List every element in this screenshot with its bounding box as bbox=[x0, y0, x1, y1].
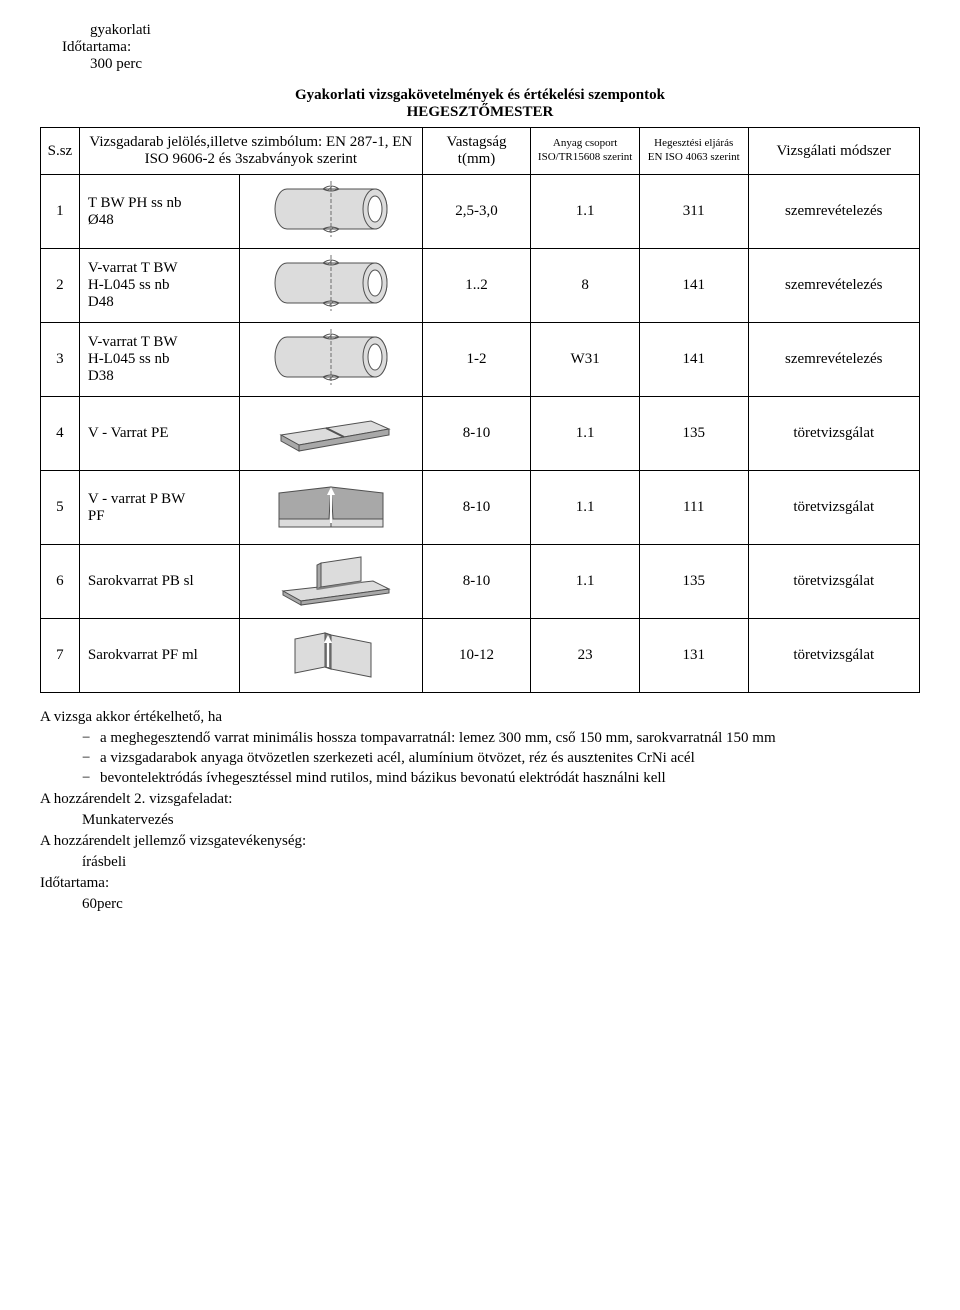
table-row: 6 Sarokvarrat PB sl 8-10 1.1 135 töretvi… bbox=[41, 545, 920, 619]
cell-process: 111 bbox=[639, 471, 748, 545]
cell-num: 6 bbox=[41, 545, 80, 619]
cell-method: töretvizsgálat bbox=[748, 397, 920, 471]
cell-method: szemrevételezés bbox=[748, 249, 920, 323]
hdr-method: Vizsgálati módszer bbox=[748, 128, 920, 175]
notes-p2-sub: írásbeli bbox=[82, 854, 920, 871]
cell-method: töretvizsgálat bbox=[748, 471, 920, 545]
cell-thickness: 1..2 bbox=[422, 249, 531, 323]
cell-group: W31 bbox=[531, 323, 640, 397]
cell-method: töretvizsgálat bbox=[748, 619, 920, 693]
bullet-item: −a meghegesztendő varrat minimális hossz… bbox=[82, 730, 920, 747]
cell-thickness: 8-10 bbox=[422, 397, 531, 471]
cell-process: 135 bbox=[639, 397, 748, 471]
table-header-row: S.sz Vizsgadarab jelölés,illetve szimból… bbox=[41, 128, 920, 175]
cell-desc: T BW PH ss nbØ48 bbox=[79, 175, 239, 249]
cell-num: 4 bbox=[41, 397, 80, 471]
page-subtitle: HEGESZTŐMESTER bbox=[40, 104, 920, 121]
hdr-group: Anyag csoport ISO/TR15608 szerint bbox=[531, 128, 640, 175]
cell-num: 7 bbox=[41, 619, 80, 693]
cell-desc: Sarokvarrat PB sl bbox=[79, 545, 239, 619]
table-row: 1 T BW PH ss nbØ48 2,5-3,0 1.1 311 szemr… bbox=[41, 175, 920, 249]
notes-intro: A vizsga akkor értékelhető, ha bbox=[40, 709, 920, 726]
notes-section: A vizsga akkor értékelhető, ha −a megheg… bbox=[40, 709, 920, 913]
cell-thickness: 8-10 bbox=[422, 545, 531, 619]
cell-diagram bbox=[239, 249, 422, 323]
cell-diagram bbox=[239, 471, 422, 545]
cell-num: 1 bbox=[41, 175, 80, 249]
cell-desc: V - varrat P BWPF bbox=[79, 471, 239, 545]
cell-group: 1.1 bbox=[531, 397, 640, 471]
cell-process: 135 bbox=[639, 545, 748, 619]
pre-line-2: Időtartama: bbox=[62, 39, 920, 56]
cell-process: 131 bbox=[639, 619, 748, 693]
table-row: 4 V - Varrat PE 8-10 1.1 135 töretvizsgá… bbox=[41, 397, 920, 471]
cell-process: 141 bbox=[639, 323, 748, 397]
hdr-thickness: Vastagság t(mm) bbox=[422, 128, 531, 175]
cell-diagram bbox=[239, 545, 422, 619]
notes-p3: Időtartama: bbox=[40, 875, 920, 892]
cell-process: 311 bbox=[639, 175, 748, 249]
cell-group: 8 bbox=[531, 249, 640, 323]
table-row: 3 V-varrat T BWH-L045 ss nbD38 1-2 W31 1… bbox=[41, 323, 920, 397]
table-row: 2 V-varrat T BWH-L045 ss nbD48 1..2 8 14… bbox=[41, 249, 920, 323]
cell-method: töretvizsgálat bbox=[748, 545, 920, 619]
hdr-desc: Vizsgadarab jelölés,illetve szimbólum: E… bbox=[79, 128, 422, 175]
notes-bullets: −a meghegesztendő varrat minimális hossz… bbox=[82, 730, 920, 787]
preamble: gyakorlati Időtartama: 300 perc bbox=[62, 22, 920, 73]
cell-process: 141 bbox=[639, 249, 748, 323]
hdr-process: Hegesztési eljárás EN ISO 4063 szerint bbox=[639, 128, 748, 175]
cell-diagram bbox=[239, 397, 422, 471]
cell-desc: V-varrat T BWH-L045 ss nbD38 bbox=[79, 323, 239, 397]
cell-method: szemrevételezés bbox=[748, 323, 920, 397]
cell-num: 3 bbox=[41, 323, 80, 397]
cell-num: 5 bbox=[41, 471, 80, 545]
notes-p2: A hozzárendelt jellemző vizsgatevékenysé… bbox=[40, 833, 920, 850]
cell-desc: V - Varrat PE bbox=[79, 397, 239, 471]
notes-p1: A hozzárendelt 2. vizsgafeladat: bbox=[40, 791, 920, 808]
cell-thickness: 2,5-3,0 bbox=[422, 175, 531, 249]
pre-line-1: gyakorlati bbox=[90, 22, 920, 39]
table-row: 7 Sarokvarrat PF ml 10-12 23 131 töretvi… bbox=[41, 619, 920, 693]
bullet-item: −bevontelektródás ívhegesztéssel mind ru… bbox=[82, 770, 920, 787]
cell-group: 1.1 bbox=[531, 471, 640, 545]
cell-method: szemrevételezés bbox=[748, 175, 920, 249]
pre-line-3: 300 perc bbox=[90, 56, 920, 73]
notes-p3-sub: 60perc bbox=[82, 896, 920, 913]
cell-thickness: 8-10 bbox=[422, 471, 531, 545]
cell-group: 23 bbox=[531, 619, 640, 693]
cell-thickness: 10-12 bbox=[422, 619, 531, 693]
page-title: Gyakorlati vizsgakövetelmények és értéke… bbox=[40, 87, 920, 104]
table-row: 5 V - varrat P BWPF 8-10 1.1 111 töretvi… bbox=[41, 471, 920, 545]
cell-thickness: 1-2 bbox=[422, 323, 531, 397]
cell-group: 1.1 bbox=[531, 175, 640, 249]
cell-num: 2 bbox=[41, 249, 80, 323]
cell-diagram bbox=[239, 175, 422, 249]
cell-diagram bbox=[239, 619, 422, 693]
cell-group: 1.1 bbox=[531, 545, 640, 619]
notes-p1-sub: Munkatervezés bbox=[82, 812, 920, 829]
cell-desc: Sarokvarrat PF ml bbox=[79, 619, 239, 693]
exam-table: S.sz Vizsgadarab jelölés,illetve szimból… bbox=[40, 127, 920, 693]
cell-diagram bbox=[239, 323, 422, 397]
cell-desc: V-varrat T BWH-L045 ss nbD48 bbox=[79, 249, 239, 323]
hdr-num: S.sz bbox=[41, 128, 80, 175]
bullet-item: −a vizsgadarabok anyaga ötvözetlen szerk… bbox=[82, 750, 920, 767]
